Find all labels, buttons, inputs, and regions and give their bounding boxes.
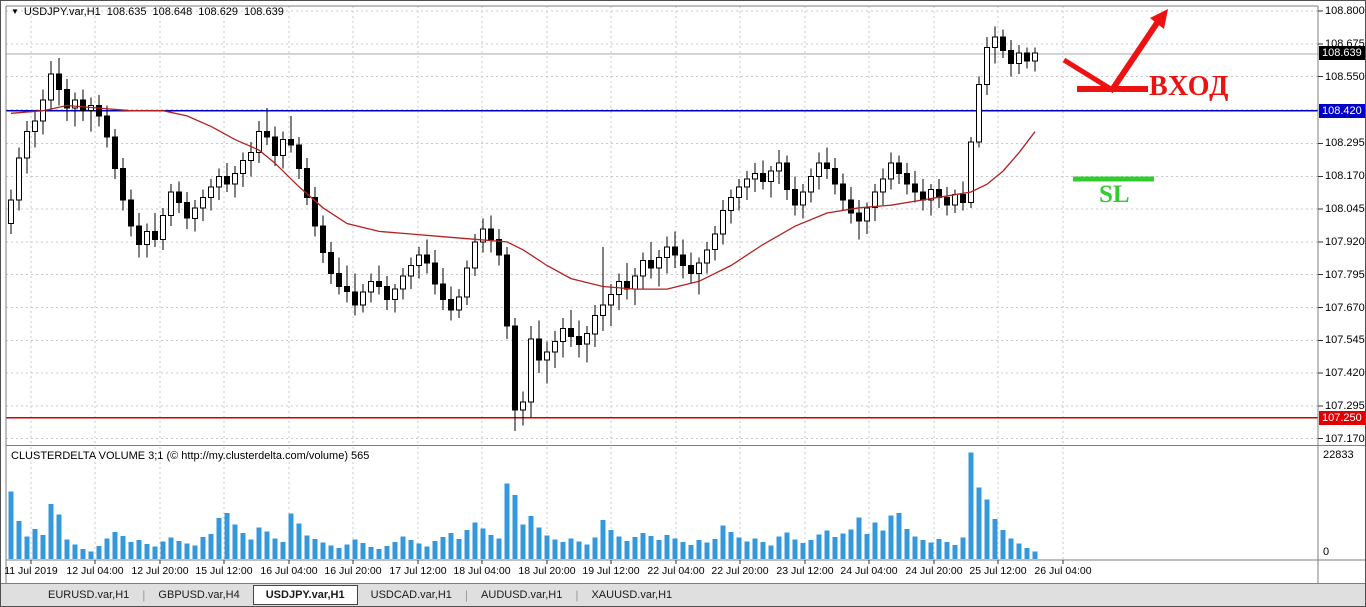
price-tick-label: 107.920 xyxy=(1325,236,1365,248)
moving-average-line xyxy=(10,104,1036,290)
entry-arrow-annotation xyxy=(1062,9,1168,94)
price-tick-label: 107.795 xyxy=(1325,269,1365,281)
time-tick-label: 23 Jul 12:00 xyxy=(776,565,834,577)
hline-price-label-blue: 108.420 xyxy=(1319,104,1365,118)
price-tick-label: 107.670 xyxy=(1325,302,1365,314)
price-tick-label: 107.545 xyxy=(1325,334,1365,346)
tab-separator: | xyxy=(575,588,579,602)
price-tick-label: 107.420 xyxy=(1325,367,1365,379)
tab-usdcad[interactable]: USDCAD.var,H1 xyxy=(370,589,452,601)
chart-quote-line: ▼ USDJPY.var,H1 108.635 108.648 108.629 108.6… xyxy=(11,6,284,18)
time-tick-label: 18 Jul 20:00 xyxy=(518,565,576,577)
quote-open: 108.635 xyxy=(106,6,147,18)
price-tick-label: 108.045 xyxy=(1325,203,1365,215)
tab-separator: | xyxy=(142,588,146,602)
time-tick-label: 22 Jul 20:00 xyxy=(711,565,769,577)
volume-indicator-title: CLUSTERDELTA VOLUME 3;1 (© http://my.clu… xyxy=(11,450,370,462)
entry-annotation-text: ВХОД xyxy=(1149,71,1230,102)
price-tick-label: 107.295 xyxy=(1325,400,1365,412)
candles-group xyxy=(8,26,1038,431)
price-tick-label: 108.295 xyxy=(1325,137,1365,149)
tab-audusd[interactable]: AUDUSD.var,H1 xyxy=(481,589,563,601)
time-tick-label: 19 Jul 12:00 xyxy=(582,565,640,577)
hline-price-label-red: 107.250 xyxy=(1319,411,1365,425)
time-tick-label: 11 Jul 2019 xyxy=(4,565,58,577)
price-tick-label: 108.550 xyxy=(1325,71,1365,83)
time-tick-label: 17 Jul 12:00 xyxy=(389,565,447,577)
tab-gbpusd[interactable]: GBPUSD.var,H4 xyxy=(158,589,240,601)
quote-low: 108.629 xyxy=(198,6,239,18)
time-tick-label: 16 Jul 04:00 xyxy=(260,565,318,577)
price-tick-label: 108.800 xyxy=(1325,5,1365,17)
time-tick-label: 18 Jul 04:00 xyxy=(453,565,511,577)
time-tick-label: 25 Jul 12:00 xyxy=(969,565,1027,577)
symbol-tab-bar: EURUSD.var,H1 | GBPUSD.var,H4 USDJPY.var,H1… xyxy=(1,583,1365,606)
time-tick-label: 15 Jul 12:00 xyxy=(195,565,253,577)
price-tick-label: 108.170 xyxy=(1325,170,1365,182)
collapse-indicator-icon: ▼ xyxy=(11,7,19,16)
time-tick-label: 26 Jul 04:00 xyxy=(1034,565,1092,577)
volume-scale-zero: 0 xyxy=(1323,546,1330,558)
volume-bars-group xyxy=(8,452,1038,559)
time-tick-label: 12 Jul 20:00 xyxy=(131,565,189,577)
quote-high: 108.648 xyxy=(152,6,193,18)
time-tick-label: 16 Jul 20:00 xyxy=(324,565,382,577)
stoploss-annotation-text: SL xyxy=(1099,181,1130,208)
time-tick-label: 22 Jul 04:00 xyxy=(647,565,705,577)
symbol-period-label: USDJPY.var,H1 xyxy=(23,6,101,18)
tab-separator: | xyxy=(464,588,469,602)
price-tick-label: 107.170 xyxy=(1325,433,1365,445)
current-price-label: 108.639 xyxy=(1319,46,1365,60)
volume-scale-max: 22833 xyxy=(1323,449,1354,461)
time-tick-label: 24 Jul 04:00 xyxy=(840,565,898,577)
level-lines xyxy=(6,53,1318,419)
quote-close: 108.639 xyxy=(244,6,284,18)
time-tick-label: 24 Jul 20:00 xyxy=(905,565,963,577)
tab-usdjpy[interactable]: USDJPY.var,H1 xyxy=(252,585,358,605)
time-tick-label: 12 Jul 04:00 xyxy=(66,565,124,577)
tab-eurusd[interactable]: EURUSD.var,H1 xyxy=(48,589,130,601)
tab-xauusd[interactable]: XAUUSD.var,H1 xyxy=(591,589,673,601)
